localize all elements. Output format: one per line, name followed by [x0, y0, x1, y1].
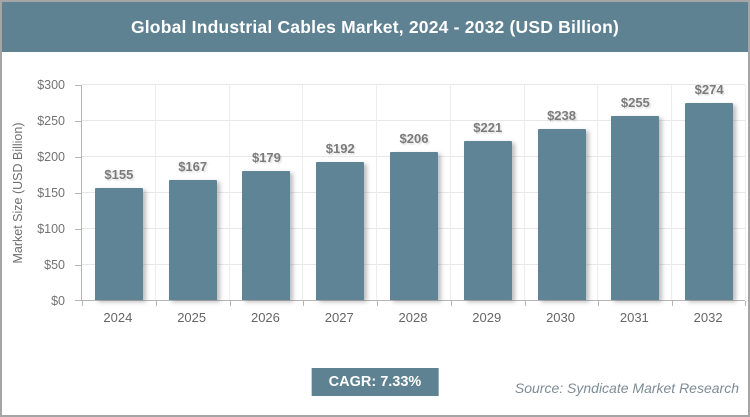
chart-title-bar: Global Industrial Cables Market, 2024 - …: [2, 2, 748, 52]
bar: [611, 116, 660, 300]
x-tick-mark: [303, 301, 305, 306]
x-tick-mark: [229, 301, 231, 306]
y-tick-mark: [75, 193, 81, 194]
bar-value-label: $179: [251, 150, 281, 166]
bar: [537, 128, 586, 300]
bar: [94, 188, 143, 300]
x-tick-label: 2026: [250, 310, 280, 325]
gridline-vertical: [228, 85, 230, 300]
bar-value-label: $167: [178, 158, 208, 174]
x-tick-mark: [155, 301, 157, 306]
bar-value-label: $255: [620, 95, 650, 111]
x-tick-label: 2032: [693, 310, 723, 325]
gridline-vertical: [745, 85, 746, 300]
gridline-horizontal: [82, 120, 745, 121]
x-tick-mark: [450, 301, 452, 306]
chart-body: Market Size (USD Billion) $0 $50 $100 $150 $…: [2, 52, 748, 415]
gridline-vertical: [154, 85, 156, 300]
y-axis-labels: $0 $50 $100 $150 $200 $250 $300: [2, 78, 68, 308]
y-tick-label: $150: [37, 186, 65, 200]
y-tick-label: $300: [37, 78, 65, 92]
bar-value-label: $155: [104, 167, 134, 183]
gridline-vertical: [597, 85, 599, 300]
y-tick-mark: [75, 85, 81, 86]
x-tick-label: 2028: [398, 310, 428, 325]
bar-value-label: $206: [399, 130, 429, 146]
y-tick-label: $100: [37, 222, 65, 236]
bar-value-label: $221: [473, 119, 503, 135]
y-tick-label: $50: [44, 258, 65, 272]
x-tick-mark: [82, 301, 83, 306]
y-tick-mark: [75, 300, 81, 301]
bar-value-label: $274: [694, 81, 724, 97]
x-tick-mark: [377, 301, 379, 306]
chart-title: Global Industrial Cables Market, 2024 - …: [130, 16, 620, 37]
bar-value-label: $192: [325, 140, 355, 156]
y-tick-mark: [75, 265, 81, 266]
x-tick-label: 2024: [103, 310, 133, 325]
bar: [316, 161, 365, 300]
y-tick-label: $250: [37, 114, 65, 128]
bar: [390, 151, 438, 300]
x-tick-mark: [524, 301, 526, 306]
bar: [685, 102, 734, 300]
plot-area: $155 $167 $179 $192 $206 $221 $238 $255 $274: [75, 81, 746, 306]
cagr-badge: CAGR: 7.33%: [311, 368, 439, 396]
source-text: Source: Syndicate Market Research: [514, 380, 739, 396]
x-tick-label: 2025: [177, 310, 207, 325]
x-tick-label: 2030: [546, 310, 575, 325]
bar-value-label: $238: [547, 107, 576, 123]
x-tick-label: 2029: [472, 310, 502, 325]
x-tick-mark: [672, 301, 674, 306]
y-tick-label: $200: [37, 150, 65, 164]
bar: [463, 140, 512, 300]
gridline-vertical: [302, 85, 304, 300]
x-tick-mark: [598, 301, 600, 306]
bar: [242, 171, 291, 300]
gridline-vertical: [376, 85, 378, 300]
y-tick-label: $0: [51, 294, 65, 308]
gridline-vertical: [449, 85, 451, 300]
gridline-horizontal: [82, 84, 745, 85]
x-tick-label: 2031: [619, 310, 649, 325]
gridline-vertical: [671, 85, 673, 300]
y-tick-mark: [75, 229, 81, 230]
y-tick-mark: [75, 121, 81, 122]
y-tick-mark: [75, 157, 81, 158]
cagr-label: CAGR: 7.33%: [328, 374, 422, 390]
x-tick-label: 2027: [324, 310, 354, 325]
bar: [168, 179, 217, 300]
x-tick-mark: [745, 301, 746, 306]
gridline-vertical: [523, 85, 525, 300]
